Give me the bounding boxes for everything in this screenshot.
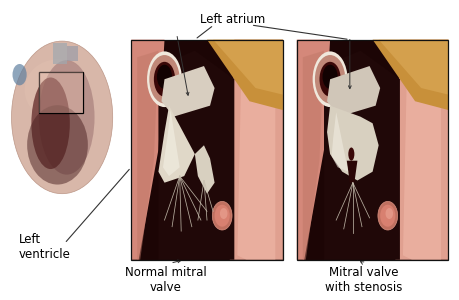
Ellipse shape bbox=[149, 55, 179, 104]
Ellipse shape bbox=[153, 62, 175, 97]
Polygon shape bbox=[158, 51, 234, 260]
Polygon shape bbox=[326, 66, 379, 117]
Polygon shape bbox=[326, 106, 378, 181]
Polygon shape bbox=[213, 40, 282, 94]
Ellipse shape bbox=[147, 51, 182, 107]
Polygon shape bbox=[296, 40, 330, 260]
Polygon shape bbox=[402, 44, 440, 260]
Text: Normal mitral
valve: Normal mitral valve bbox=[124, 266, 206, 294]
Polygon shape bbox=[372, 40, 448, 110]
Ellipse shape bbox=[214, 205, 230, 227]
Ellipse shape bbox=[12, 64, 27, 85]
Bar bbox=[39, 72, 83, 113]
Ellipse shape bbox=[319, 62, 340, 97]
Bar bbox=[39, 72, 83, 113]
Polygon shape bbox=[323, 51, 399, 260]
Ellipse shape bbox=[379, 205, 394, 227]
Ellipse shape bbox=[11, 41, 112, 194]
Polygon shape bbox=[346, 161, 357, 183]
Text: Left atrium: Left atrium bbox=[199, 13, 264, 26]
Bar bbox=[131, 40, 282, 260]
Ellipse shape bbox=[385, 208, 392, 219]
Ellipse shape bbox=[212, 201, 231, 230]
Text: Mitral valve
with stenosis: Mitral valve with stenosis bbox=[324, 266, 401, 294]
Ellipse shape bbox=[27, 105, 88, 184]
Ellipse shape bbox=[377, 201, 397, 230]
Bar bbox=[67, 46, 78, 61]
Text: Left
ventricle: Left ventricle bbox=[18, 233, 70, 261]
Bar bbox=[131, 40, 282, 260]
Polygon shape bbox=[162, 110, 179, 176]
Ellipse shape bbox=[219, 208, 227, 219]
Polygon shape bbox=[302, 51, 323, 260]
Ellipse shape bbox=[312, 51, 347, 107]
Polygon shape bbox=[331, 112, 347, 172]
Bar bbox=[296, 40, 448, 260]
Polygon shape bbox=[378, 40, 448, 94]
Polygon shape bbox=[161, 66, 214, 117]
Polygon shape bbox=[158, 106, 195, 183]
Polygon shape bbox=[230, 40, 282, 260]
Ellipse shape bbox=[31, 77, 70, 169]
Ellipse shape bbox=[322, 65, 337, 89]
Ellipse shape bbox=[157, 65, 172, 89]
Ellipse shape bbox=[314, 55, 345, 104]
Polygon shape bbox=[394, 40, 448, 260]
Polygon shape bbox=[237, 44, 275, 260]
Bar bbox=[296, 40, 448, 260]
Polygon shape bbox=[195, 145, 214, 194]
Ellipse shape bbox=[39, 60, 95, 175]
Ellipse shape bbox=[347, 148, 353, 161]
Ellipse shape bbox=[24, 59, 90, 120]
Polygon shape bbox=[137, 51, 158, 260]
Bar bbox=[53, 44, 67, 64]
Polygon shape bbox=[207, 40, 282, 110]
Polygon shape bbox=[131, 40, 164, 260]
